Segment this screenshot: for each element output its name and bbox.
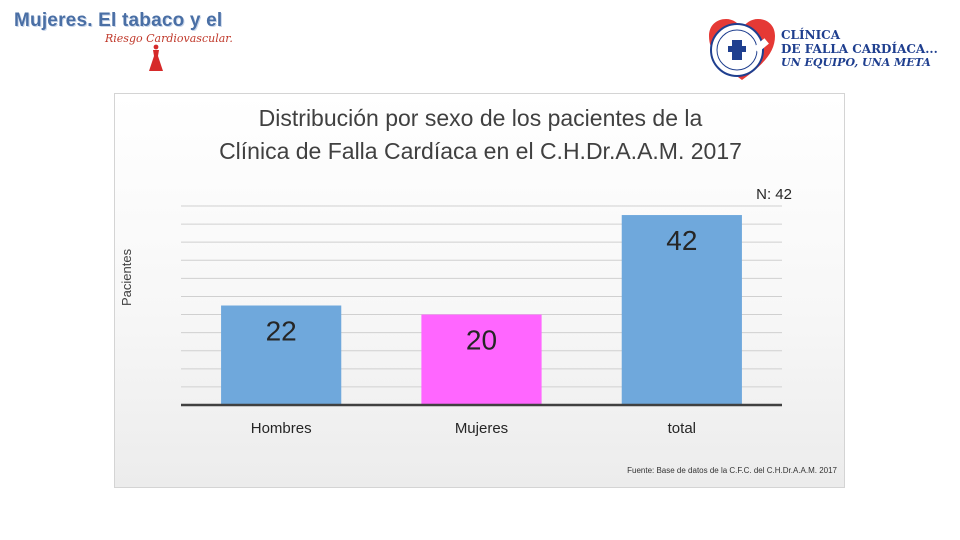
source-note: Fuente: Base de datos de la C.F.C. del C… [627,466,837,475]
data-label: 42 [666,225,697,256]
clinic-slogan: UN EQUIPO, UNA META [781,56,931,69]
bar [621,215,742,405]
bar-chart-plot: 22 Hombres 20 Mujeres 42 total [181,205,782,437]
clinic-name: CLÍNICA DE FALLA CARDÍACA... [781,28,938,56]
data-label: 22 [266,316,297,347]
bar [421,314,542,405]
chart-panel: Distribución por sexo de los pacientes d… [114,93,845,488]
header-subtitle: Riesgo Cardiovascular. [105,32,233,45]
chart-title: Distribución por sexo de los pacientes d… [115,102,846,168]
bar [221,305,342,405]
header-title: Mujeres. El tabaco y el [14,10,223,31]
clinic-logo-icon [709,19,775,80]
dress-icon [149,44,163,71]
x-tick-label: Hombres [251,420,312,437]
data-label: 20 [466,325,497,356]
x-tick-label: Mujeres [455,420,508,437]
clinic-name-line2: DE FALLA CARDÍACA... [781,42,938,56]
x-tick-label: total [668,420,696,437]
chart-title-line1: Distribución por sexo de los pacientes d… [258,105,703,131]
chart-title-line2: Clínica de Falla Cardíaca en el C.H.Dr.A… [219,138,742,164]
clinic-name-line1: CLÍNICA [781,28,841,42]
sample-size-label: N: 42 [756,186,792,203]
